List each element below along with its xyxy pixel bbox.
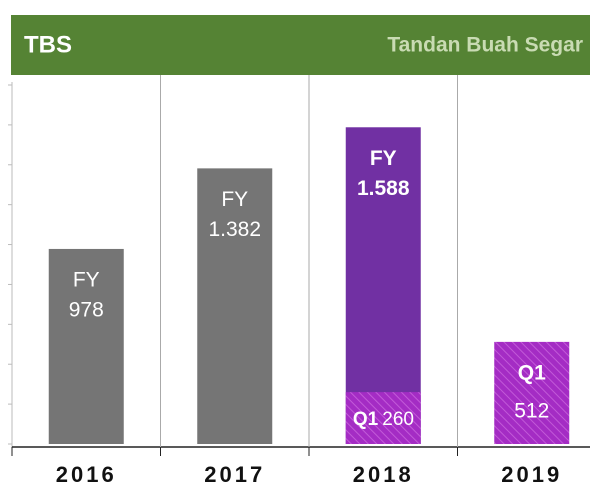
data-label: 512 bbox=[514, 399, 549, 422]
bar bbox=[345, 127, 421, 444]
bar bbox=[48, 248, 124, 444]
data-label-name: Q1 bbox=[353, 409, 379, 430]
bar bbox=[197, 168, 273, 444]
data-label-name: FY bbox=[221, 188, 248, 211]
header-bar bbox=[11, 15, 590, 75]
bar-q1 bbox=[494, 341, 570, 444]
data-label-name: Q1 bbox=[518, 361, 546, 384]
x-tick-label: 2019 bbox=[501, 462, 562, 487]
x-tick-label: 2018 bbox=[353, 462, 414, 487]
bar-q1 bbox=[345, 392, 421, 444]
data-label: 260 bbox=[382, 409, 414, 430]
data-label-name: FY bbox=[73, 268, 100, 291]
x-tick-label: 2017 bbox=[204, 462, 265, 487]
chart-subtitle: Tandan Buah Segar bbox=[387, 34, 583, 57]
data-label: 1.588 bbox=[357, 177, 410, 200]
chart-title: TBS bbox=[24, 31, 72, 58]
data-label: 978 bbox=[69, 298, 104, 321]
x-tick-label: 2016 bbox=[56, 462, 117, 487]
data-label-name: FY bbox=[370, 147, 397, 170]
data-label: 1.382 bbox=[208, 218, 261, 241]
